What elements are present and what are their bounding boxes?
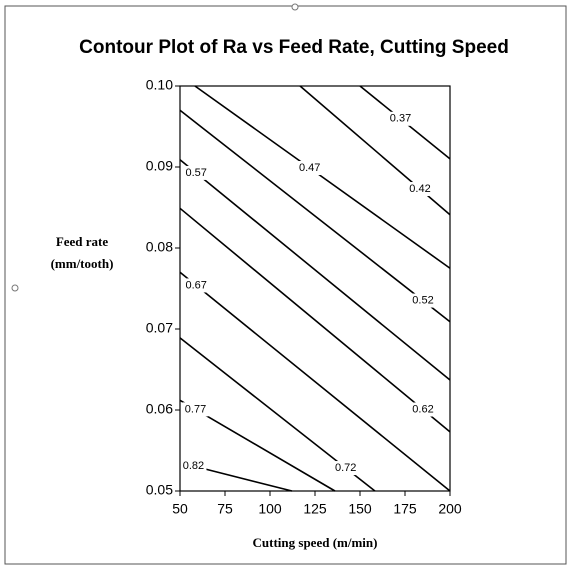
contour-label: 0.62 — [412, 403, 433, 415]
handle — [291, 3, 299, 11]
x-tick-label: 150 — [348, 501, 372, 517]
y-tick-label: 0.06 — [146, 401, 173, 417]
contour-label: 0.82 — [183, 460, 204, 472]
label-gap — [183, 278, 210, 293]
contour-label: 0.47 — [299, 162, 320, 174]
y-tick-label: 0.05 — [146, 482, 173, 498]
handle — [11, 284, 19, 292]
y-axis-label: Feed rate — [56, 234, 109, 249]
contour-line — [179, 159, 451, 381]
contour-label: 0.57 — [185, 167, 206, 179]
plot-area — [179, 85, 451, 492]
contour-line — [179, 207, 451, 433]
label-gap — [332, 461, 359, 476]
y-tick-label: 0.10 — [146, 77, 173, 93]
contour-label: 0.37 — [390, 113, 411, 125]
x-tick-label: 175 — [393, 501, 417, 517]
label-gap — [410, 293, 436, 308]
y-tick-label: 0.09 — [146, 158, 173, 174]
frame — [4, 5, 567, 565]
y-axis-label: (mm/tooth) — [51, 256, 114, 271]
label-gap — [410, 402, 436, 417]
label-gap — [182, 402, 209, 417]
label-gap — [180, 459, 207, 474]
x-tick-label: 125 — [303, 501, 327, 517]
contour-line — [179, 271, 451, 492]
y-tick-label: 0.08 — [146, 239, 173, 255]
label-gap — [407, 182, 434, 197]
x-tick-label: 100 — [258, 501, 282, 517]
contour-label: 0.72 — [335, 462, 356, 474]
label-gap — [296, 161, 323, 176]
contour-label: 0.67 — [185, 279, 206, 291]
y-tick-label: 0.07 — [146, 320, 173, 336]
label-gap — [183, 165, 210, 180]
contour-line — [194, 85, 451, 269]
contour-label: 0.77 — [185, 403, 206, 415]
contour-line — [179, 109, 451, 323]
contour-label: 0.42 — [409, 183, 430, 195]
x-tick-label: 50 — [172, 501, 188, 517]
contour-label: 0.52 — [412, 294, 433, 306]
x-tick-label: 200 — [438, 501, 462, 517]
x-axis-label: Cutting speed (m/min) — [253, 535, 378, 550]
chart-title: Contour Plot of Ra vs Feed Rate, Cutting… — [79, 37, 509, 58]
label-gap — [387, 111, 414, 126]
x-tick-label: 75 — [217, 501, 233, 517]
